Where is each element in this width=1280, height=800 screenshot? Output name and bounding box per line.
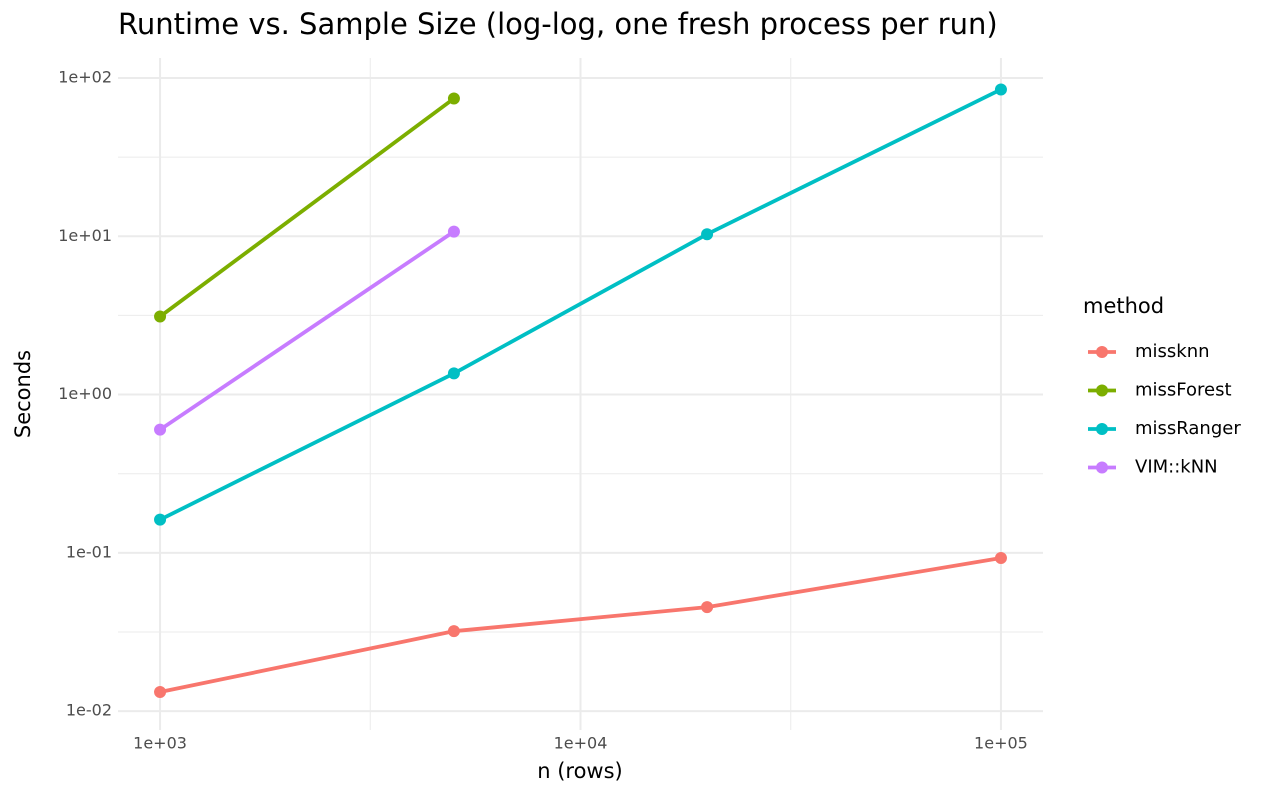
x-tick-label: 1e+03 [133, 734, 187, 753]
x-tick-label: 1e+05 [974, 734, 1028, 753]
data-point [447, 367, 460, 380]
legend-label: missRanger [1135, 418, 1241, 439]
x-axis-label: n (rows) [537, 759, 623, 783]
data-point [447, 92, 460, 105]
grid [118, 58, 1043, 730]
data-point [701, 228, 714, 241]
legend-key-point [1096, 384, 1108, 397]
data-point [154, 513, 167, 526]
data-point [154, 423, 167, 436]
data-point [447, 625, 460, 638]
series-line [159, 87, 1002, 522]
y-axis-label: Seconds [11, 350, 35, 438]
series-line [158, 230, 455, 432]
y-tick-label: 1e-02 [66, 701, 112, 720]
legend-label: VIM::kNN [1135, 457, 1218, 478]
y-tick-label: 1e-01 [66, 542, 112, 561]
data-point [701, 601, 714, 614]
chart-title: Runtime vs. Sample Size (log-log, one fr… [118, 7, 998, 41]
legend-key-point [1096, 423, 1108, 435]
y-tick-label: 1e+00 [58, 384, 112, 403]
legend-label: missForest [1135, 380, 1232, 401]
series-line [158, 96, 456, 319]
data-point [994, 83, 1007, 96]
y-tick-label: 1e+01 [58, 226, 112, 245]
plot-marks [154, 83, 1007, 699]
legend-key-point [1096, 461, 1108, 474]
data-point [447, 225, 460, 238]
data-point [154, 686, 167, 699]
legend-label: missknn [1135, 341, 1210, 362]
y-tick-label: 1e+02 [58, 67, 112, 86]
legend-key-point [1096, 346, 1108, 358]
series-line [159, 556, 1002, 694]
data-point [994, 552, 1007, 565]
legend-title: method [1083, 294, 1164, 318]
data-point [154, 310, 167, 323]
x-tick-label: 1e+04 [554, 734, 608, 753]
